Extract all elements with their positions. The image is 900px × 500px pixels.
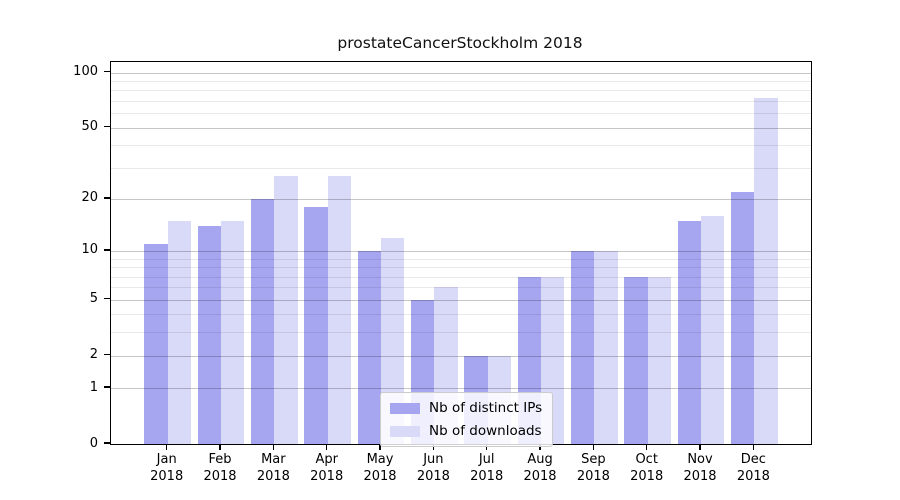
y-tick-label: 100: [73, 63, 98, 79]
y-tick-label: 1: [89, 379, 98, 395]
chart-title: prostateCancerStockholm 2018: [337, 34, 583, 52]
bar-downloads: [754, 97, 778, 444]
bar-downloads: [327, 175, 351, 444]
major-gridline: [111, 72, 811, 74]
x-tick-label: Dec 2018: [736, 452, 770, 484]
bar-ips: [571, 250, 595, 444]
minor-gridline: [111, 100, 811, 102]
y-tick-mark: [103, 197, 110, 199]
minor-gridline: [111, 113, 811, 114]
x-tick-mark: [166, 444, 168, 450]
minor-gridline: [111, 90, 811, 92]
minor-gridline: [111, 167, 811, 169]
y-tick-mark: [103, 298, 110, 300]
bar-ips: [624, 276, 648, 444]
x-tick-mark: [485, 444, 488, 450]
bar-ips: [357, 250, 382, 444]
bar-downloads: [274, 175, 298, 444]
bar-downloads: [594, 250, 618, 444]
x-tick-mark: [379, 444, 381, 450]
bar-ips: [144, 243, 168, 444]
x-tick-label: Feb 2018: [203, 452, 237, 484]
y-tick-mark: [103, 70, 110, 73]
major-gridline: [111, 127, 811, 129]
legend-item: Nb of downloads: [390, 423, 542, 439]
x-tick-mark: [539, 444, 541, 450]
y-tick-mark: [103, 353, 110, 356]
x-tick-mark: [272, 444, 275, 450]
x-tick-label: May 2018: [363, 452, 397, 484]
bar-ips: [304, 206, 328, 444]
x-tick-label: Apr 2018: [310, 452, 344, 484]
y-tick-mark: [103, 249, 110, 251]
major-gridline: [111, 198, 811, 200]
legend: Nb of distinct IPs Nb of downloads: [380, 392, 554, 447]
y-tick-mark: [103, 386, 110, 388]
x-tick-label: Mar 2018: [256, 452, 290, 484]
x-tick-mark: [432, 444, 435, 450]
legend-label: Nb of distinct IPs: [429, 400, 543, 416]
y-tick-label: 20: [81, 190, 98, 206]
bar-ips: [731, 191, 755, 444]
legend-item: Nb of distinct IPs: [390, 400, 542, 416]
plot-area: [110, 61, 812, 445]
x-tick-label: Oct 2018: [630, 452, 664, 484]
y-tick-mark: [103, 125, 110, 128]
bar-downloads: [647, 276, 671, 444]
y-tick-label: 2: [89, 347, 98, 363]
x-tick-mark: [699, 444, 701, 450]
bar-ips: [251, 198, 275, 444]
y-tick-label: 50: [81, 118, 98, 134]
minor-gridline: [111, 145, 811, 146]
x-tick-label: Aug 2018: [523, 452, 557, 484]
y-tick-mark: [103, 442, 110, 444]
x-tick-label: Jul 2018: [470, 452, 504, 484]
x-tick-label: Jan 2018: [150, 452, 184, 484]
bar-downloads: [701, 215, 725, 444]
bar-ips: [677, 220, 702, 444]
y-tick-label: 10: [81, 242, 98, 258]
legend-label: Nb of downloads: [429, 423, 542, 439]
x-tick-mark: [752, 444, 755, 450]
minor-gridline: [111, 80, 811, 82]
x-tick-mark: [592, 444, 595, 450]
legend-swatch: [390, 402, 420, 414]
y-tick-label: 5: [89, 291, 98, 307]
x-tick-mark: [219, 444, 221, 450]
bar-downloads: [221, 220, 245, 444]
x-tick-label: Nov 2018: [683, 452, 717, 484]
x-tick-mark: [325, 444, 328, 450]
x-tick-mark: [645, 444, 648, 450]
x-tick-label: Sep 2018: [576, 452, 610, 484]
x-tick-label: Jun 2018: [416, 452, 450, 484]
bar-downloads: [167, 220, 191, 444]
y-tick-label: 0: [89, 435, 98, 451]
legend-swatch: [390, 425, 420, 437]
bar-ips: [197, 225, 222, 444]
